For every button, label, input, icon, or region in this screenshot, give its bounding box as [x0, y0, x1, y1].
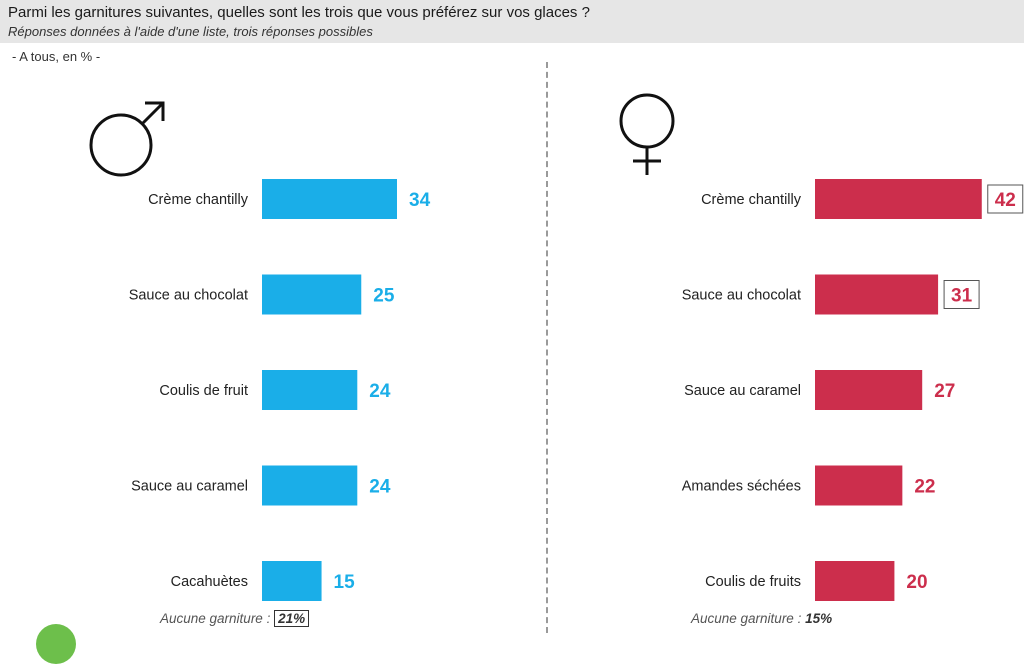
men-bar: [262, 179, 397, 219]
women-category-label: Crème chantilly: [701, 192, 802, 208]
question-header: Parmi les garnitures suivantes, quelles …: [0, 0, 1024, 43]
women-bar: [815, 370, 923, 410]
women-data-label: 31: [951, 286, 973, 307]
women-bar: [815, 465, 903, 506]
women-data-label: 27: [934, 381, 955, 402]
men-category-label: Sauce au caramel: [131, 479, 248, 495]
men-footnote-value: 21%: [274, 610, 310, 627]
women-data-label: 22: [914, 477, 935, 498]
base-label: - A tous, en % -: [12, 49, 101, 64]
women-footnote-label: Aucune garniture :: [691, 611, 802, 626]
women-category-label: Sauce au caramel: [684, 383, 801, 399]
women-category-label: Sauce au chocolat: [682, 288, 801, 304]
men-data-label: 25: [373, 286, 395, 307]
brand-logo: [36, 624, 76, 664]
women-category-label: Amandes séchées: [682, 479, 801, 495]
women-bar: [815, 274, 939, 315]
women-value-highlight-box: [943, 280, 980, 309]
women-data-label: 42: [995, 190, 1016, 211]
chart-canvas: Crème chantilly 34 Sauce au chocolat 25 Coul…: [89, 93, 1024, 601]
men-category-label: Coulis de fruit: [159, 383, 248, 399]
women-chart: Crème chantilly 42 Sauce au chocolat 31 Sauc…: [682, 179, 1024, 601]
women-data-label: 20: [906, 572, 927, 593]
women-footnote: Aucune garniture : 15%: [691, 611, 832, 626]
men-footnote: Aucune garniture : 21%: [160, 610, 310, 627]
men-data-label: 34: [409, 190, 431, 211]
women-category-label: Coulis de fruits: [705, 574, 801, 590]
question-title: Parmi les garnitures suivantes, quelles …: [8, 4, 590, 21]
men-category-label: Crème chantilly: [148, 192, 249, 208]
men-data-label: 15: [334, 572, 356, 593]
men-footnote-label: Aucune garniture :: [160, 611, 271, 626]
women-bar: [815, 561, 895, 601]
panel-divider: [546, 62, 548, 633]
women-bar: [815, 179, 982, 219]
women-footnote-value: 15%: [805, 611, 833, 626]
female-symbol-icon: [619, 93, 675, 175]
women-value-highlight-box: [987, 184, 1024, 214]
men-data-label: 24: [369, 381, 391, 402]
men-bar: [262, 561, 322, 601]
male-symbol-icon: [89, 101, 165, 177]
men-data-label: 24: [369, 477, 391, 498]
men-bar: [262, 465, 358, 506]
men-category-label: Cacahuètes: [171, 574, 248, 590]
question-subtitle: Réponses données à l'aide d'une liste, t…: [8, 24, 373, 39]
men-bar: [262, 274, 362, 315]
men-bar: [262, 370, 358, 410]
men-chart: Crème chantilly 34 Sauce au chocolat 25 Coul…: [129, 179, 431, 601]
men-category-label: Sauce au chocolat: [129, 288, 248, 304]
